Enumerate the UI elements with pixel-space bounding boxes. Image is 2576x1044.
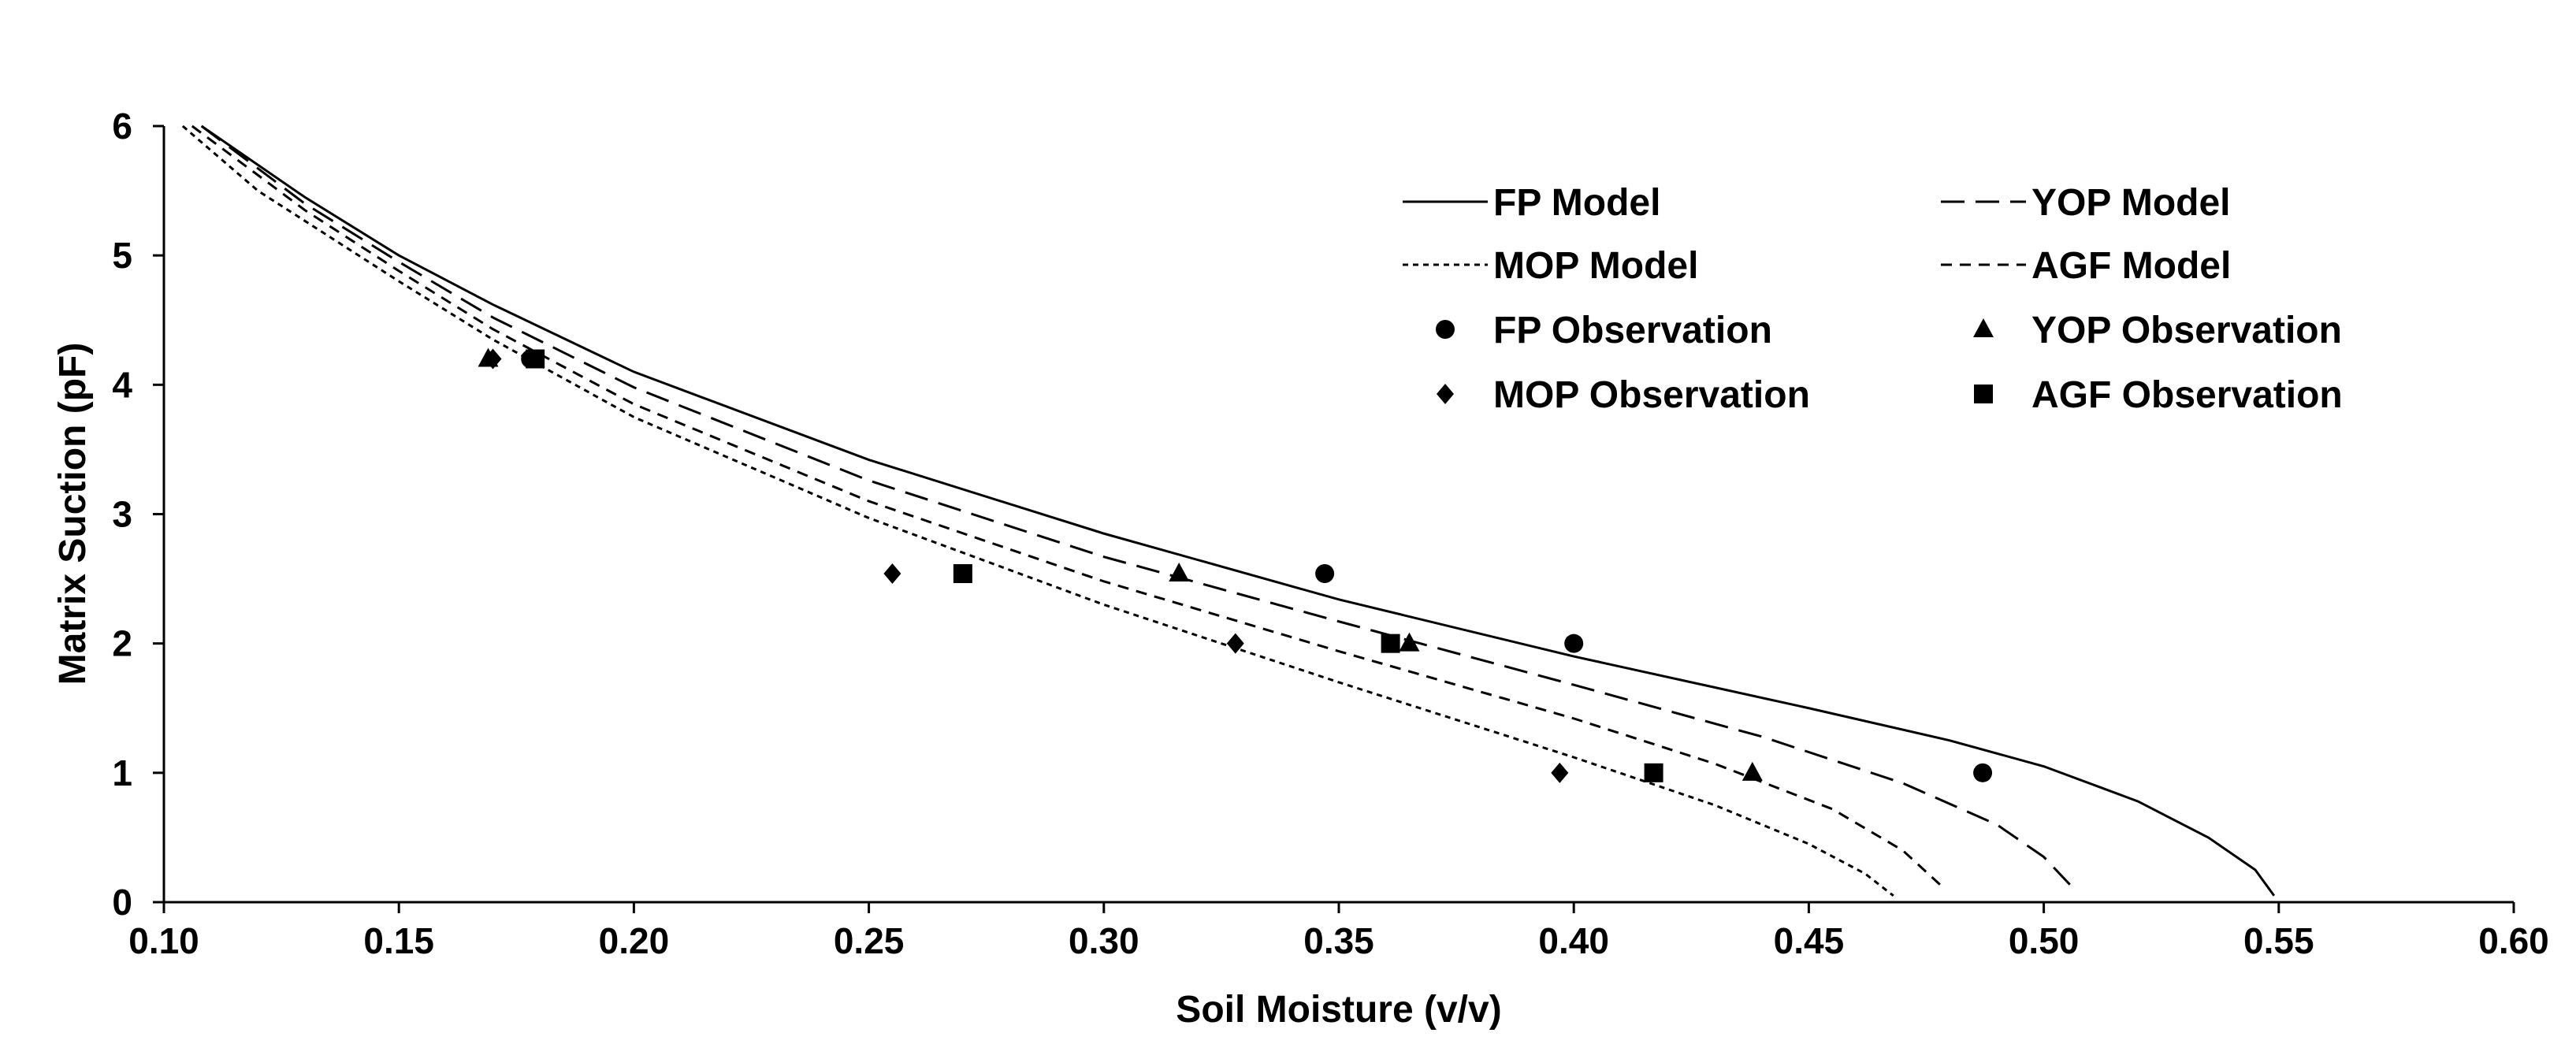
legend-yop-observation-swatch <box>1973 318 1994 337</box>
mop-observation-point-0 <box>484 348 502 370</box>
legend: FP Model YOP Model MOP Model AGF Model FP Ob… <box>1403 182 2343 416</box>
y-axis-title: Matrix Suction (pF) <box>52 343 94 685</box>
legend-mop-observation-label: MOP Observation <box>1493 374 1810 416</box>
fp-observation-point-3 <box>1973 763 1993 782</box>
agf-model-line <box>191 124 1946 890</box>
agf-observation-point-0 <box>526 349 545 369</box>
legend-agf-observation-swatch <box>1974 385 1993 403</box>
x-tick-label-7: 0.45 <box>1774 920 1845 961</box>
x-tick-label-0: 0.10 <box>128 920 199 961</box>
mop-observation-point-1 <box>883 563 901 585</box>
y-tick-label-4: 4 <box>112 364 132 405</box>
y-tick-label-6: 6 <box>112 106 132 147</box>
legend-fp-observation-swatch <box>1436 320 1455 339</box>
fp-model-line <box>200 124 2276 897</box>
yop-observation-point-2 <box>1399 632 1420 652</box>
x-ticks: 0.10 0.15 0.20 0.25 0.30 0.35 0.40 0.45 0.50 0.55… <box>128 902 2549 961</box>
axes <box>162 126 2514 904</box>
y-tick-label-1: 1 <box>112 752 132 793</box>
legend-agf-model-label: AGF Model <box>2031 245 2231 287</box>
fp-observation-point-1 <box>1315 564 1335 584</box>
x-tick-label-6: 0.40 <box>1538 920 1609 961</box>
yop-observation-point-1 <box>1169 563 1190 582</box>
plot-series <box>181 124 2276 897</box>
y-tick-label-3: 3 <box>112 494 132 535</box>
legend-yop-model-label: YOP Model <box>2031 182 2231 224</box>
mop-model-line <box>181 124 1894 897</box>
yop-model-line <box>200 124 2078 893</box>
x-tick-label-10: 0.60 <box>2478 920 2549 961</box>
agf-observation-point-1 <box>953 564 972 584</box>
y-tick-label-5: 5 <box>112 235 132 276</box>
y-tick-label-2: 2 <box>112 623 132 664</box>
legend-mop-model-label: MOP Model <box>1493 245 1698 287</box>
yop-observation-point-3 <box>1741 761 1763 781</box>
mop-observation-point-2 <box>1226 633 1244 654</box>
legend-fp-observation-label: FP Observation <box>1493 310 1772 351</box>
x-tick-label-4: 0.30 <box>1069 920 1139 961</box>
y-tick-label-0: 0 <box>112 882 132 923</box>
x-tick-label-3: 0.25 <box>834 920 905 961</box>
x-tick-label-1: 0.15 <box>363 920 434 961</box>
x-tick-label-2: 0.20 <box>599 920 670 961</box>
legend-mop-observation-swatch <box>1437 384 1454 404</box>
legend-agf-observation-label: AGF Observation <box>2031 374 2343 416</box>
x-tick-label-8: 0.50 <box>2009 920 2080 961</box>
y-ticks: 0 1 2 3 4 5 6 <box>112 106 164 923</box>
agf-observation-point-2 <box>1381 633 1400 653</box>
agf-observation-point-3 <box>1644 763 1663 782</box>
legend-fp-model-label: FP Model <box>1493 182 1660 224</box>
fp-observation-point-2 <box>1564 633 1584 653</box>
x-tick-label-5: 0.35 <box>1303 920 1374 961</box>
x-axis-title: Soil Moisture (v/v) <box>1176 989 1501 1031</box>
mop-observation-point-3 <box>1551 762 1569 783</box>
x-tick-label-9: 0.55 <box>2243 920 2314 961</box>
legend-yop-observation-label: YOP Observation <box>2031 310 2342 351</box>
